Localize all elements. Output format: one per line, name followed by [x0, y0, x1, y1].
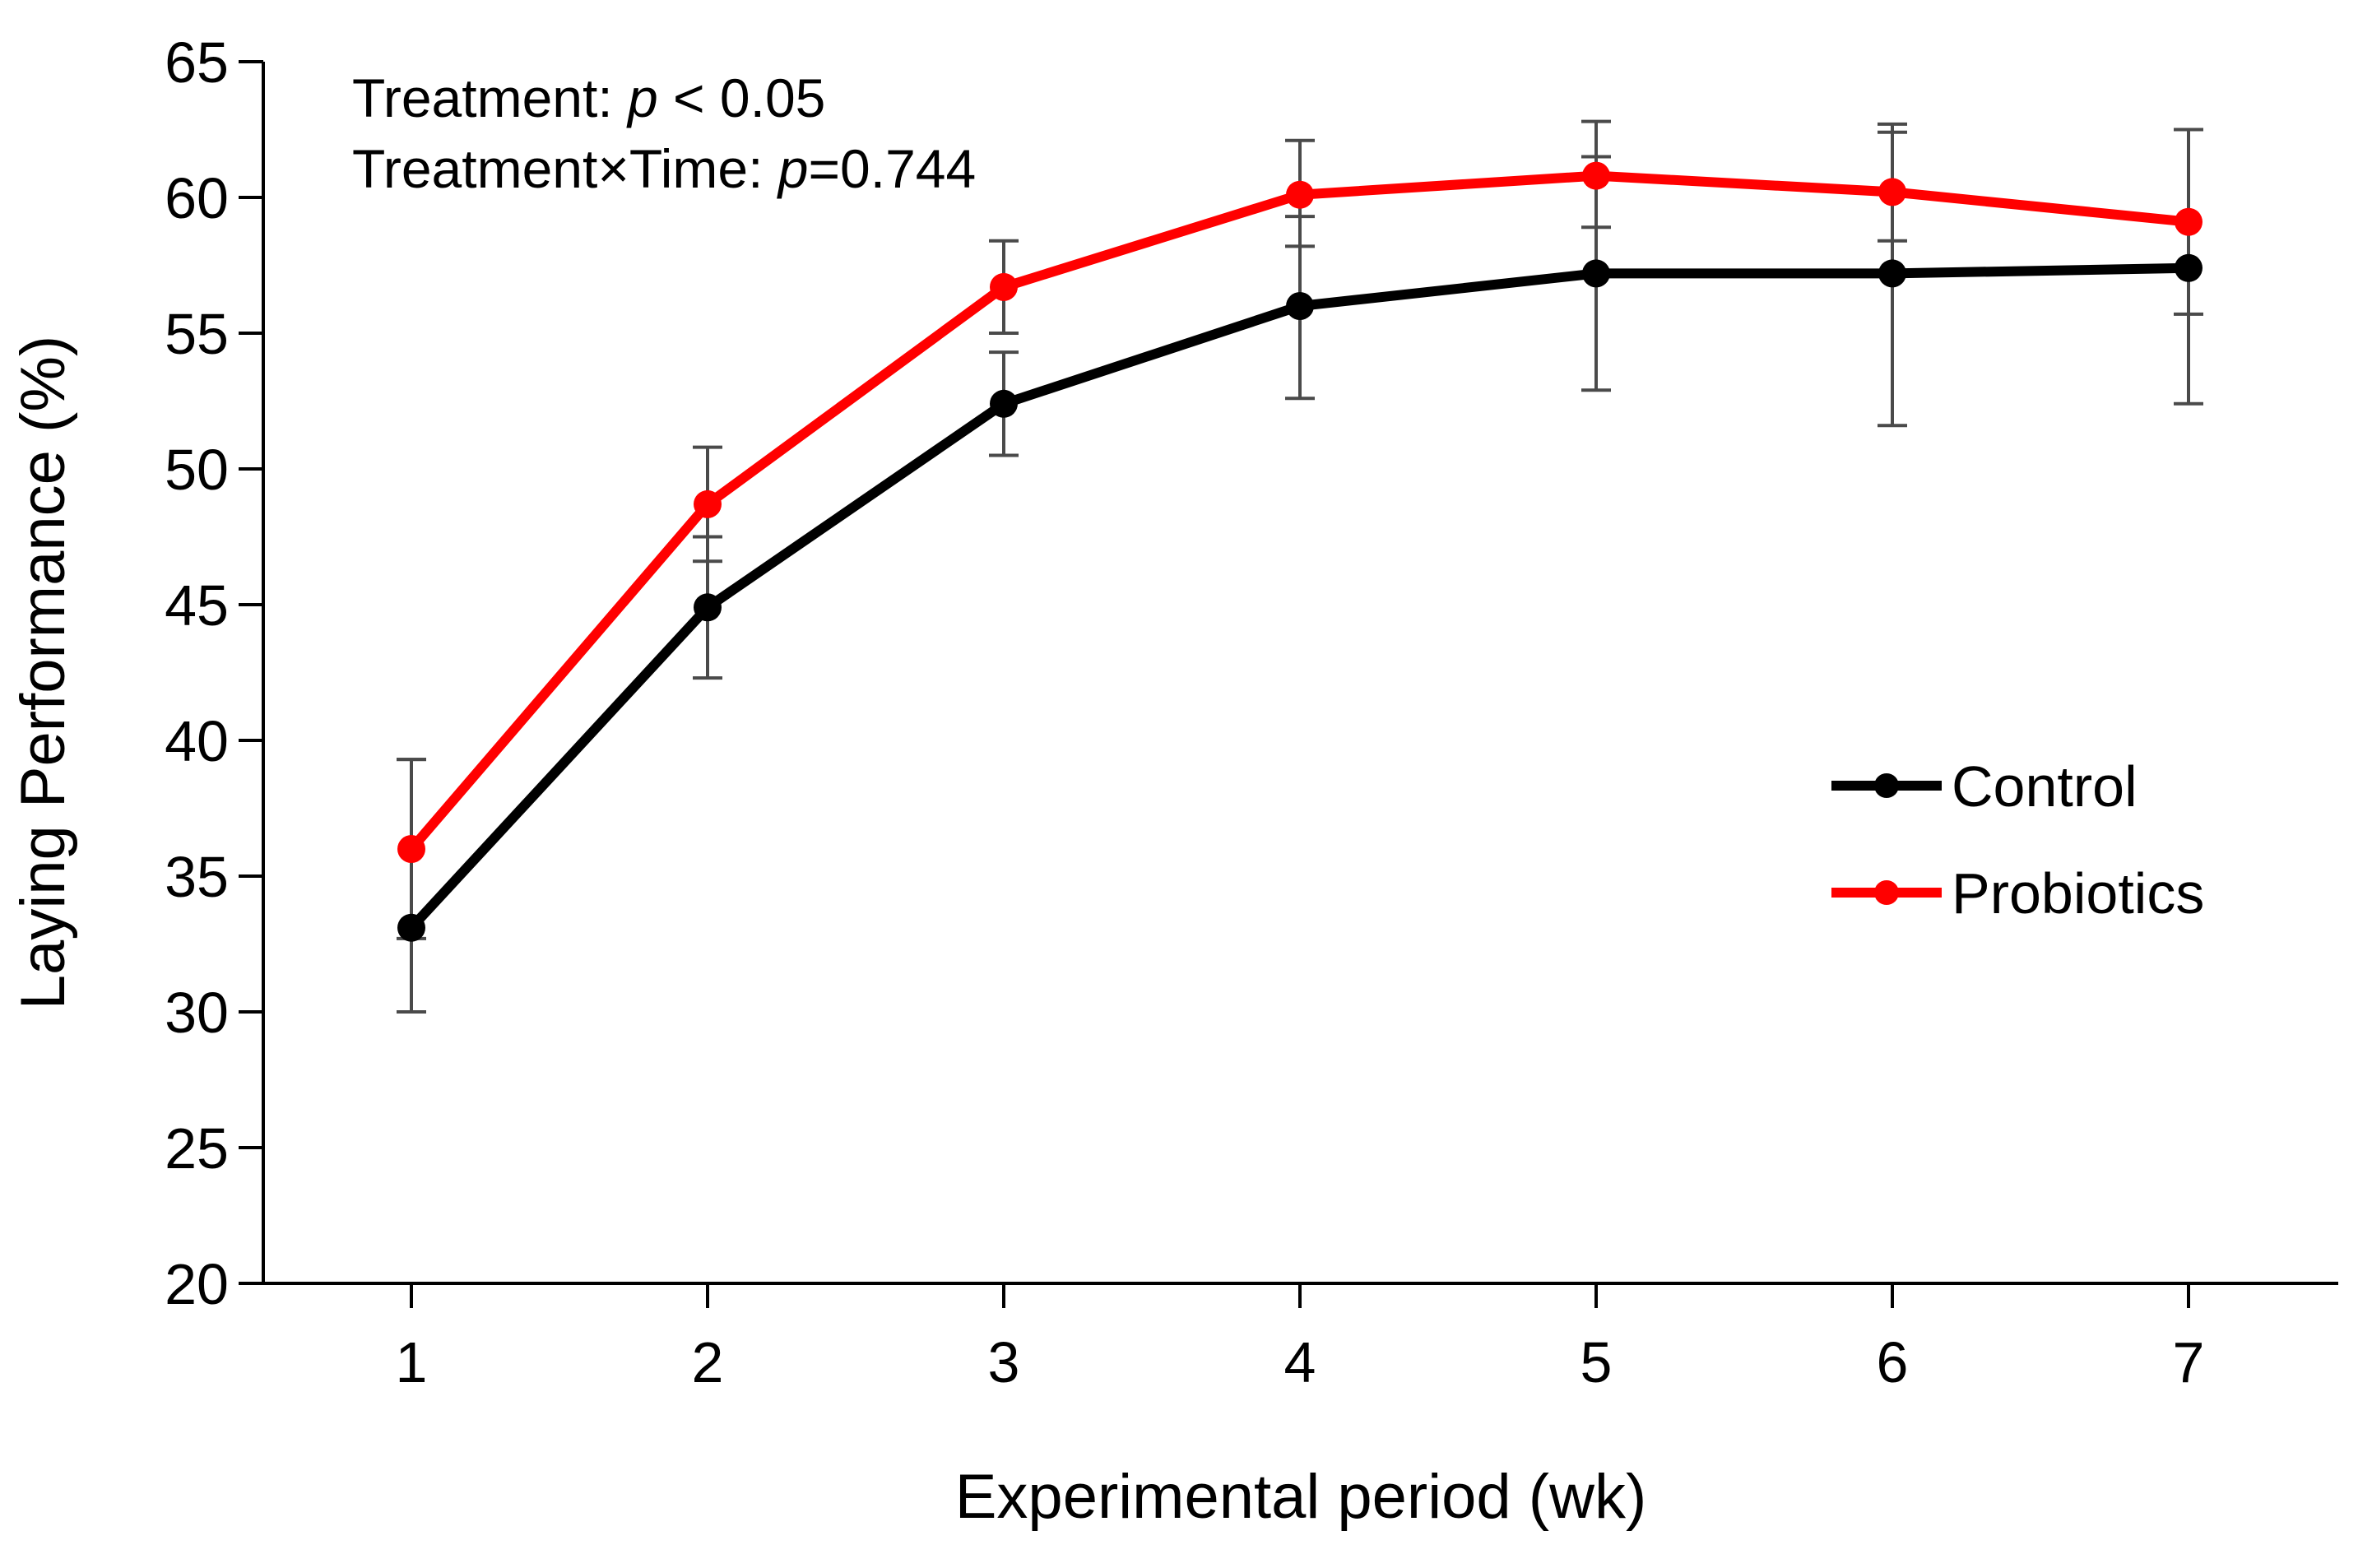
x-axis-title: Experimental period (wk) [955, 1462, 1647, 1532]
data-point-probiotics [1878, 178, 1906, 206]
y-tick-label: 65 [165, 30, 229, 95]
x-tick-label: 4 [1284, 1330, 1316, 1394]
legend: Control Probiotics [1831, 754, 2204, 925]
data-point-control [1878, 259, 1906, 287]
data-point-probiotics [2175, 208, 2203, 236]
x-tick-label: 3 [988, 1330, 1020, 1394]
legend-label-probiotics: Probiotics [1952, 861, 2204, 925]
legend-marker-control [1874, 773, 1899, 798]
data-point-control [990, 390, 1018, 418]
y-tick-label: 55 [165, 302, 229, 366]
x-tick-label: 2 [692, 1330, 724, 1394]
y-tick-label: 50 [165, 438, 229, 502]
y-tick-label: 40 [165, 709, 229, 773]
x-tick-label: 5 [1581, 1330, 1613, 1394]
error-bars [397, 122, 2203, 1012]
annotation-interaction-prefix: Treatment×Time: [352, 138, 778, 199]
data-point-probiotics [1582, 162, 1610, 190]
line-chart: 202530354045505560651 2 3 4 5 6 7 Experimental… [0, 0, 2358, 1568]
y-axis-title: Laying Performance (%) [8, 336, 78, 1009]
annotation-interaction-p: p [777, 138, 809, 199]
y-tick-label: 45 [165, 573, 229, 638]
data-point-probiotics [397, 835, 425, 863]
data-point-control [397, 914, 425, 942]
chart-container: 20 25 30 35 40 45 50 55 60 65 1 2 3 4 5 6 7 Experimental… [0, 0, 2358, 1568]
y-tick-label: 25 [165, 1116, 229, 1181]
data-point-control [2175, 254, 2203, 282]
annotation-interaction-value: =0.744 [808, 138, 976, 199]
data-point-probiotics [1286, 181, 1314, 209]
data-point-control [1582, 259, 1610, 287]
data-point-control [694, 593, 722, 621]
data-point-probiotics [990, 273, 1018, 301]
x-tick-label: 1 [396, 1330, 428, 1394]
annotation-treatment: Treatment: p < 0.05 [352, 67, 825, 128]
x-tick-label: 7 [2173, 1330, 2205, 1394]
y-tick-label: 60 [165, 166, 229, 230]
y-tick-label: 35 [165, 845, 229, 909]
legend-marker-probiotics [1874, 880, 1899, 905]
y-tick-label: 30 [165, 981, 229, 1045]
legend-label-control: Control [1952, 754, 2138, 819]
annotation-treatment-prefix: Treatment: [352, 67, 628, 128]
x-tick-label: 6 [1877, 1330, 1909, 1394]
annotation-interaction: Treatment×Time: p=0.744 [352, 138, 976, 199]
annotation-treatment-value: < 0.05 [658, 67, 826, 128]
annotation-treatment-p: p [626, 67, 658, 128]
data-point-control [1286, 292, 1314, 320]
data-point-probiotics [694, 490, 722, 518]
y-tick-label: 20 [165, 1252, 229, 1316]
